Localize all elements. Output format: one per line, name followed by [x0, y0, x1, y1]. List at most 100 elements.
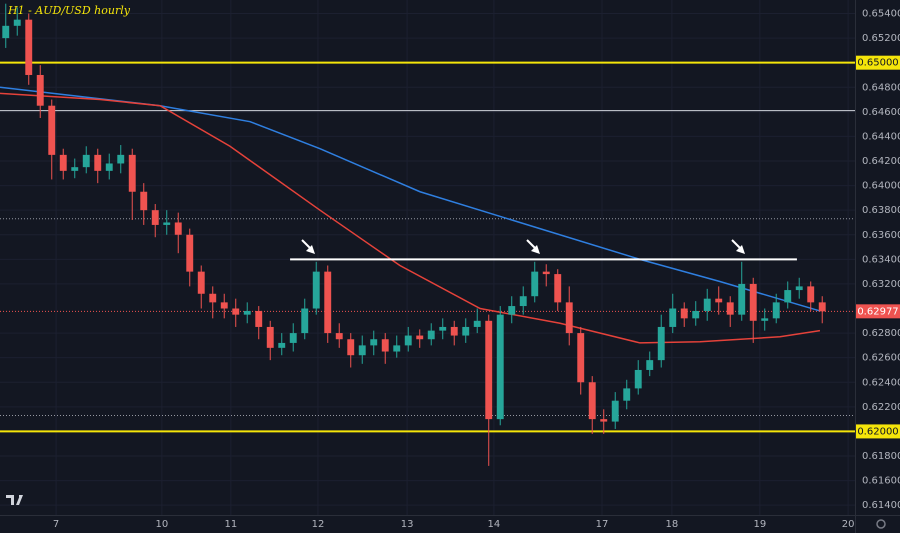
candle-body: [13, 19, 21, 26]
y-tick-label: 0.61600: [862, 476, 900, 487]
candle-body: [25, 19, 33, 75]
candle-body: [324, 271, 332, 334]
candle-body: [439, 326, 447, 331]
candle-body: [623, 388, 631, 401]
y-tick-label: 0.62600: [862, 353, 900, 364]
candle-body: [611, 400, 619, 422]
candle-body: [381, 339, 389, 352]
candle-body: [761, 318, 769, 321]
y-tick-label: 0.65400: [862, 9, 900, 20]
arrow-head: [531, 245, 540, 254]
candle-body: [772, 302, 780, 319]
candle-body: [669, 308, 677, 327]
candle-body: [151, 210, 159, 225]
x-tick-label: 11: [224, 519, 237, 530]
candle-body: [370, 339, 378, 346]
arrow-head: [736, 245, 745, 254]
candle-body: [508, 306, 516, 315]
last-price-box: [856, 304, 900, 319]
logo: [6, 495, 23, 505]
candle-body: [278, 342, 286, 348]
settings-icon[interactable]: [876, 519, 886, 529]
logo-mark: [6, 495, 23, 505]
moving-average: [0, 86, 821, 312]
y-tick-label: 0.63600: [862, 230, 900, 241]
candle-body: [163, 222, 171, 225]
candle-body: [220, 302, 228, 309]
candle-body: [174, 222, 182, 235]
candle-body: [416, 335, 424, 340]
candle-body: [473, 320, 481, 327]
candle-body: [209, 293, 217, 303]
candle-body: [301, 308, 309, 334]
candle-body: [197, 271, 205, 294]
y-tick-label: 0.62800: [862, 328, 900, 339]
candle-body: [71, 167, 79, 171]
candle-body: [600, 419, 608, 422]
candle-body: [818, 302, 826, 312]
level-label: 0.62000: [857, 426, 898, 437]
candle-body: [393, 345, 401, 352]
candle-body: [335, 333, 343, 340]
candle-body: [289, 333, 297, 343]
level-label: 0.65000: [857, 58, 898, 69]
plot-layer: [0, 0, 855, 515]
y-tick-label: 0.64600: [862, 107, 900, 118]
candle-body: [738, 283, 746, 315]
y-tick-label: 0.63800: [862, 205, 900, 216]
y-tick-label: 0.64000: [862, 181, 900, 192]
candle-body: [243, 310, 251, 315]
x-tick-label: 10: [155, 519, 168, 530]
candle-body: [703, 298, 711, 311]
y-tick-label: 0.64400: [862, 131, 900, 142]
candle-body: [542, 271, 550, 275]
candle-body: [427, 330, 435, 340]
y-tick-label: 0.64200: [862, 156, 900, 167]
x-tick-label: 12: [312, 519, 325, 530]
candle-body: [117, 154, 125, 164]
y-tick-label: 0.62200: [862, 402, 900, 413]
candle-body: [462, 326, 470, 336]
y-tick-label: 0.65200: [862, 33, 900, 44]
candle-body: [105, 163, 113, 171]
y-tick-label: 0.63200: [862, 279, 900, 290]
x-tick-label: 14: [488, 519, 501, 530]
moving-average: [0, 92, 821, 344]
candle-body: [784, 290, 792, 303]
candle-body: [255, 310, 263, 327]
y-tick-label: 0.61800: [862, 451, 900, 462]
candle-body: [680, 308, 688, 319]
x-tick-label: 7: [53, 519, 59, 530]
candle-body: [634, 369, 642, 389]
x-tick-label: 20: [842, 519, 855, 530]
candle-body: [186, 234, 194, 272]
candle-body: [795, 286, 803, 291]
candle-body: [82, 154, 90, 168]
y-tick-label: 0.62400: [862, 377, 900, 388]
last-price-label: 0.62977: [857, 306, 898, 317]
candle-body: [531, 271, 539, 297]
candle-body: [577, 333, 585, 383]
candle-body: [59, 154, 67, 171]
y-tick-label: 0.63400: [862, 254, 900, 265]
candle-body: [519, 296, 527, 307]
candle-body: [485, 320, 493, 420]
candle-body: [450, 326, 458, 336]
x-tick-label: 19: [753, 519, 766, 530]
x-tick-label: 18: [666, 519, 679, 530]
chart-title: H1 - AUD/USD hourly: [7, 4, 131, 17]
candle-body: [232, 308, 240, 315]
arrows: [301, 239, 745, 254]
level-label-box: [856, 55, 900, 70]
candle-body: [48, 105, 56, 155]
candle-body: [2, 25, 10, 39]
candle-body: [358, 345, 366, 356]
candle-body: [588, 382, 596, 420]
x-tick-label: 17: [596, 519, 609, 530]
x-tick-label: 13: [401, 519, 414, 530]
candle-body: [565, 302, 573, 334]
y-tick-label: 0.61400: [862, 500, 900, 511]
